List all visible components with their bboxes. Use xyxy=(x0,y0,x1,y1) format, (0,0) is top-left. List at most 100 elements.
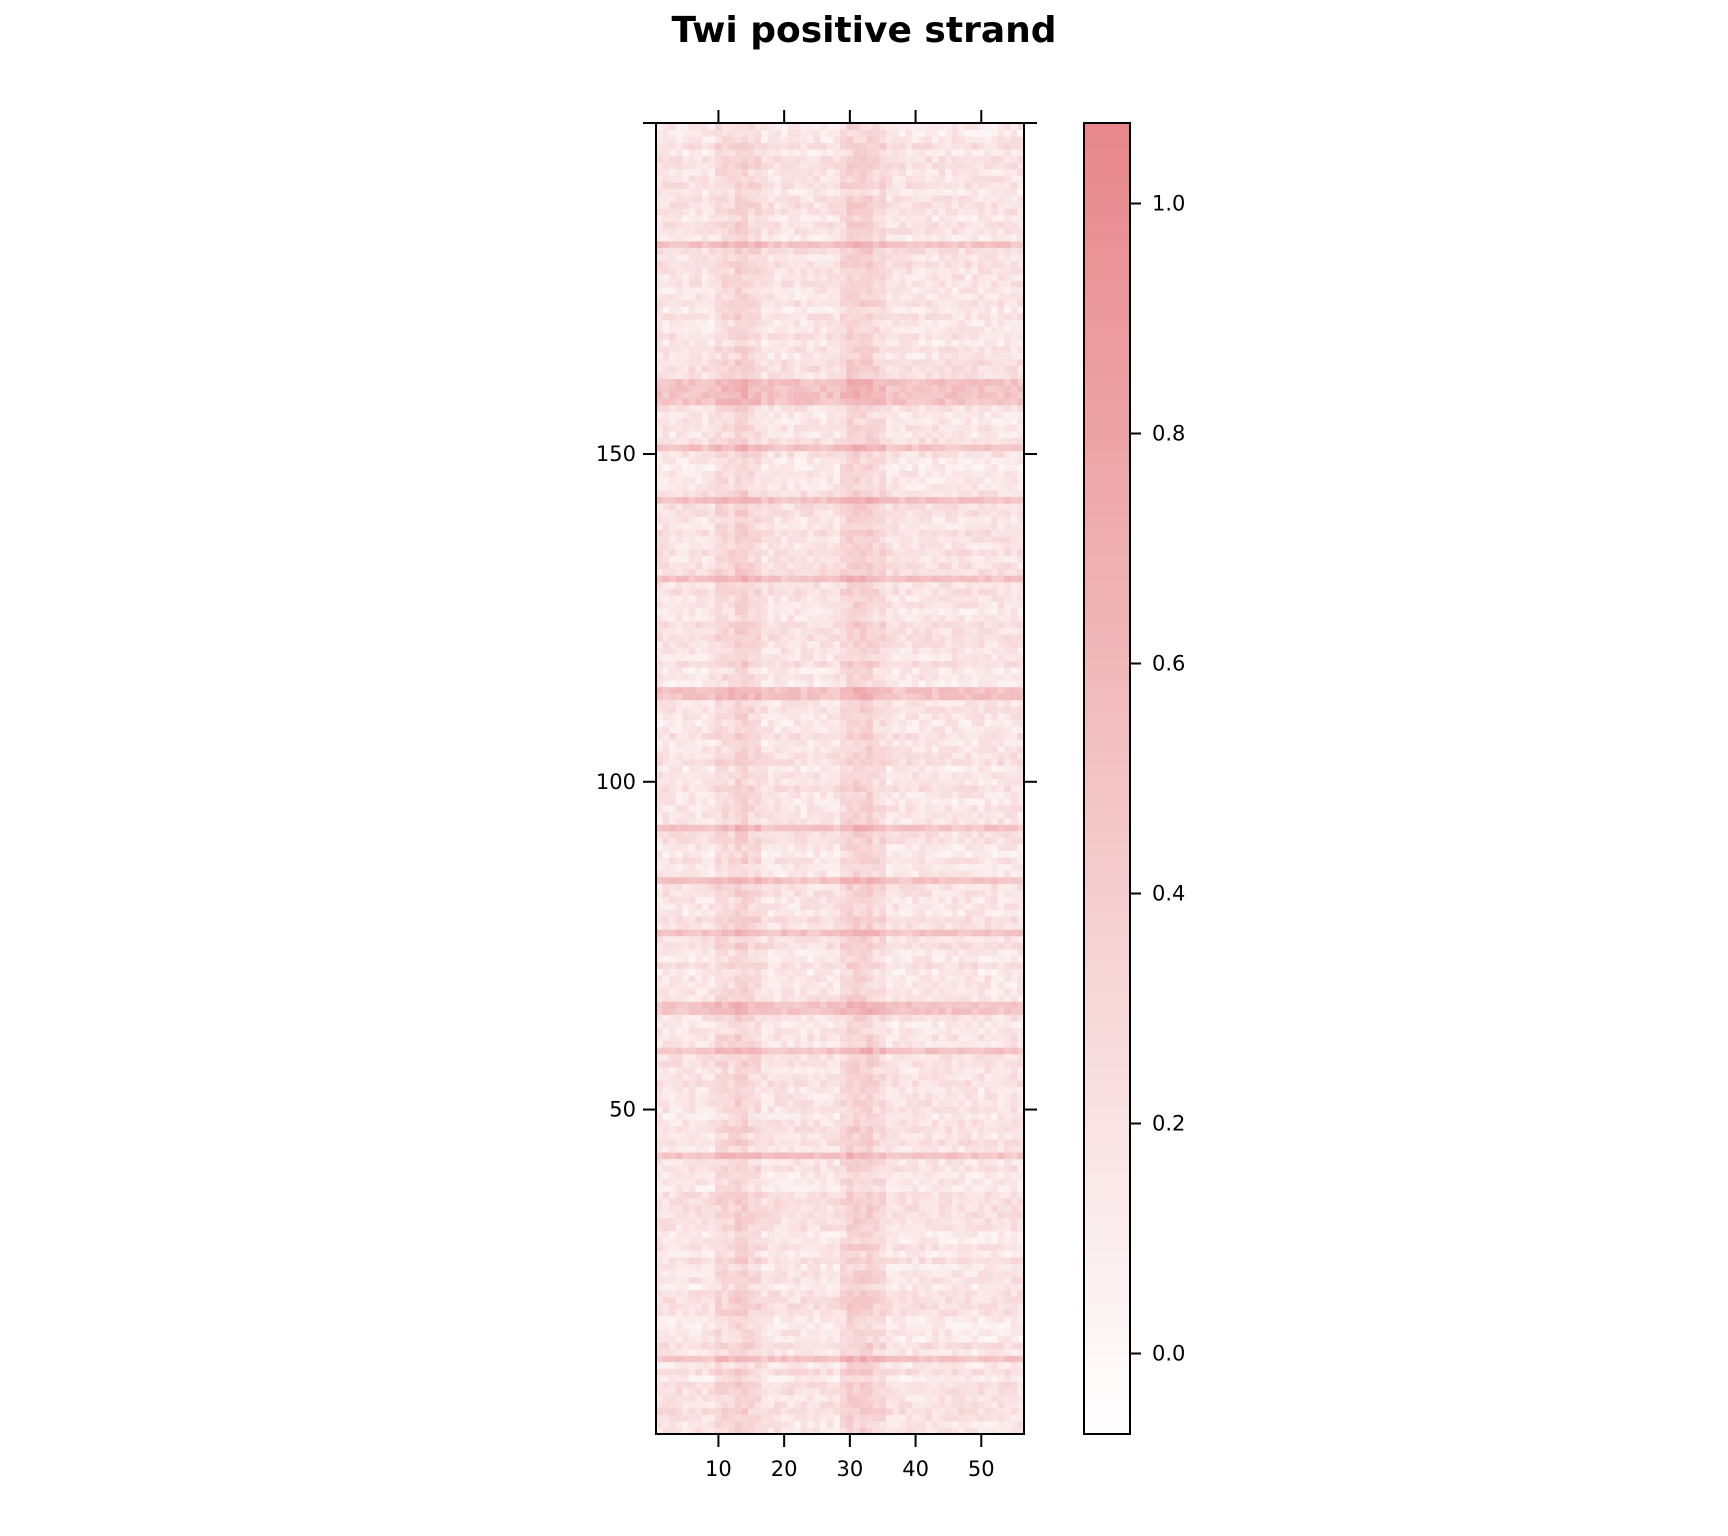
heat-cell xyxy=(688,1263,696,1271)
heat-cell xyxy=(846,1302,854,1310)
heat-cell xyxy=(695,1066,703,1074)
heat-cell xyxy=(761,981,769,989)
heat-cell xyxy=(1017,1047,1025,1055)
heat-cell xyxy=(807,994,815,1002)
heat-cell xyxy=(846,1217,854,1225)
heat-cell xyxy=(892,1204,900,1212)
heat-cell xyxy=(728,889,736,897)
heat-cell xyxy=(958,929,966,937)
heat-cell xyxy=(971,1191,979,1199)
heat-cell xyxy=(754,1322,762,1330)
heat-cell xyxy=(754,889,762,897)
heat-cell xyxy=(938,1394,946,1402)
heat-cell xyxy=(879,1270,887,1278)
heat-cell xyxy=(859,1342,867,1350)
heat-cell xyxy=(728,1368,736,1376)
heat-cell xyxy=(932,1407,939,1415)
heat-cell xyxy=(682,1276,690,1284)
heat-cell xyxy=(794,1375,801,1382)
heat-cell xyxy=(780,1093,788,1101)
heat-cell xyxy=(662,1204,670,1212)
heat-cell xyxy=(1004,988,1012,996)
heat-cell xyxy=(826,1021,834,1028)
heat-cell xyxy=(840,1250,847,1258)
heat-cell xyxy=(918,1329,926,1337)
heat-cell xyxy=(964,1322,972,1330)
heat-cell xyxy=(780,948,788,956)
heat-cell xyxy=(807,929,815,937)
heat-cell xyxy=(807,1283,815,1291)
heat-cell xyxy=(971,1316,979,1323)
heat-cell xyxy=(820,962,828,969)
heat-cell xyxy=(688,1270,696,1278)
heat-cell xyxy=(912,903,920,910)
heat-cell xyxy=(958,1414,966,1422)
heat-cell xyxy=(813,1145,821,1153)
heat-cell xyxy=(794,1263,801,1271)
heat-cell xyxy=(971,1001,979,1009)
heat-cell xyxy=(675,1073,683,1081)
heat-cell xyxy=(1004,1375,1012,1382)
heat-cell xyxy=(715,1414,723,1422)
heat-cell xyxy=(1010,1335,1018,1343)
heat-cell xyxy=(991,1302,999,1310)
heat-cell xyxy=(932,1217,939,1225)
heat-cell xyxy=(918,948,926,956)
heat-cell xyxy=(656,981,663,989)
heat-cell xyxy=(853,1329,861,1337)
heat-cell xyxy=(780,1414,788,1422)
heat-cell xyxy=(938,1099,946,1107)
heat-cell xyxy=(688,1375,696,1382)
heat-cell xyxy=(840,1106,847,1114)
heat-cell xyxy=(833,896,841,904)
heat-cell xyxy=(734,1021,742,1028)
heat-cell xyxy=(794,1073,801,1081)
heat-cell xyxy=(932,1243,939,1251)
heat-cell xyxy=(708,1322,716,1330)
heat-cell xyxy=(945,876,953,884)
heat-cell xyxy=(833,1093,841,1101)
heat-cell xyxy=(754,948,762,956)
heat-cell xyxy=(656,1335,663,1343)
heat-cell xyxy=(748,850,755,858)
heat-cell xyxy=(945,1414,953,1422)
heat-cell xyxy=(846,1007,854,1015)
heat-cell xyxy=(826,1381,834,1389)
heat-cell xyxy=(780,1106,788,1114)
heat-cell xyxy=(675,903,683,910)
heat-cell xyxy=(912,883,920,891)
heat-cell xyxy=(695,1322,703,1330)
heat-cell xyxy=(728,1322,736,1330)
heat-cell xyxy=(925,1112,933,1120)
heat-cell xyxy=(984,1375,992,1382)
heat-cell xyxy=(721,1361,729,1369)
heat-cell xyxy=(984,1322,992,1330)
heat-cell xyxy=(978,1125,985,1133)
heat-cell xyxy=(886,935,893,943)
heat-cell xyxy=(820,883,828,891)
heat-cell xyxy=(945,1027,953,1035)
heat-cell xyxy=(754,1375,762,1382)
heat-cell xyxy=(708,1257,716,1264)
heat-cell xyxy=(872,1007,880,1015)
heat-cell xyxy=(932,850,939,858)
heat-cell xyxy=(964,1132,972,1140)
heat-cell xyxy=(669,1125,677,1133)
heat-cell xyxy=(840,850,847,858)
heat-cell xyxy=(662,1106,670,1114)
heat-cell xyxy=(958,1401,966,1409)
heat-cell xyxy=(978,1034,985,1042)
heat-cell xyxy=(964,903,972,910)
heat-cell xyxy=(1010,1230,1018,1238)
heat-cell xyxy=(761,1119,769,1127)
heat-cell xyxy=(997,876,1005,884)
heat-cell xyxy=(662,1381,670,1389)
heat-cell xyxy=(728,857,736,865)
heat-cell xyxy=(918,1388,926,1396)
heat-cell xyxy=(925,1178,933,1186)
heat-cell xyxy=(761,1060,769,1068)
heat-cell xyxy=(984,883,992,891)
heat-cell xyxy=(669,903,677,910)
heat-cell xyxy=(656,1066,663,1074)
heat-cell xyxy=(675,1086,683,1094)
